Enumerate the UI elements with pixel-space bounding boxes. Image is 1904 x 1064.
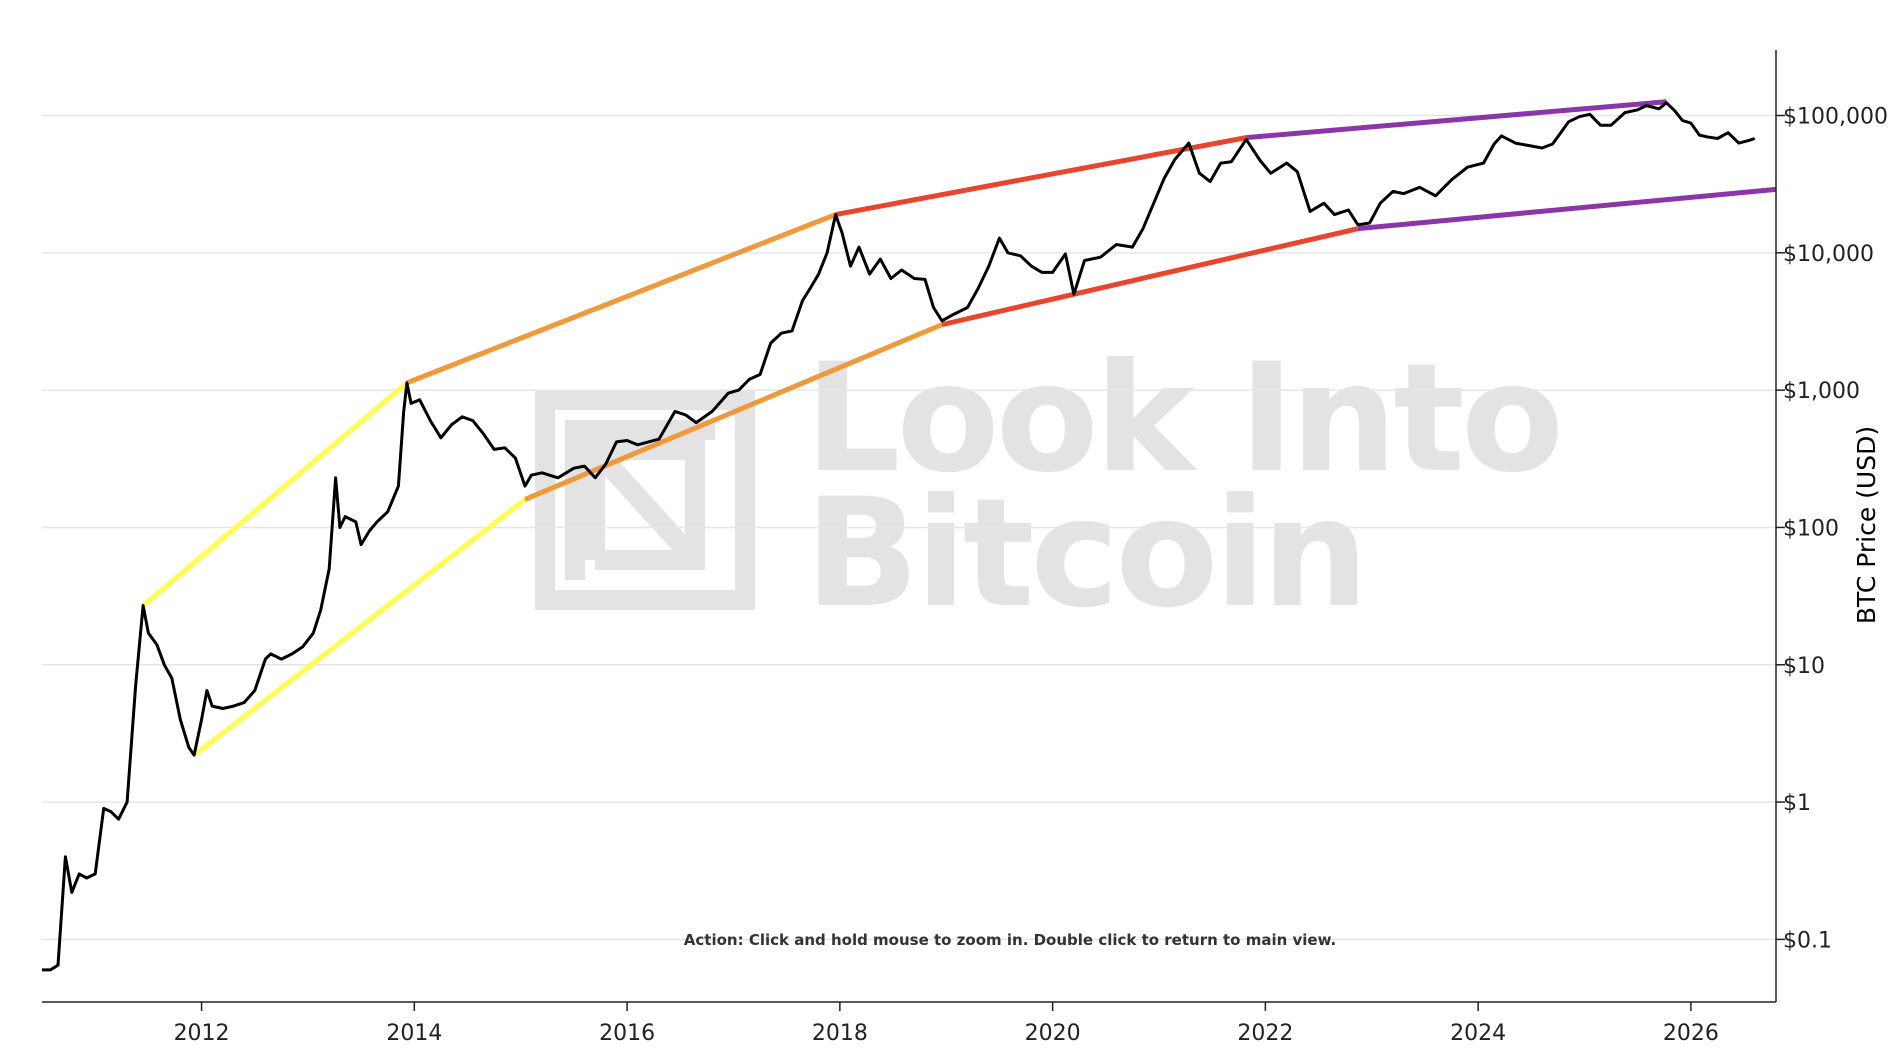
y-tick-label: $100 bbox=[1783, 516, 1839, 541]
y-tick-label: $100,000 bbox=[1783, 105, 1888, 130]
trend-line bbox=[941, 226, 1359, 328]
x-tick-label: 2020 bbox=[1025, 1021, 1081, 1046]
trend-lines bbox=[141, 99, 1777, 758]
x-tick-label: 2024 bbox=[1450, 1021, 1506, 1046]
watermark-line-2: Bitcoin bbox=[805, 467, 1365, 641]
y-tick-label: $10,000 bbox=[1783, 242, 1874, 267]
trend-line bbox=[524, 322, 943, 502]
btc-price-line bbox=[42, 101, 1756, 972]
action-note: Action: Click and hold mouse to zoom in.… bbox=[684, 931, 1336, 949]
y-tick-label: $1,000 bbox=[1783, 379, 1860, 404]
watermark-line-1: Look Into bbox=[805, 332, 1560, 506]
y-tick-label: $1 bbox=[1783, 791, 1811, 816]
grid-lines bbox=[42, 114, 1776, 941]
trend-line bbox=[192, 497, 527, 758]
trend-line bbox=[835, 135, 1247, 218]
axes bbox=[42, 50, 1777, 1003]
x-tick-label: 2018 bbox=[812, 1021, 868, 1046]
trend-line bbox=[1357, 186, 1777, 232]
x-tick-label: 2026 bbox=[1663, 1021, 1719, 1046]
x-tick-label: 2012 bbox=[174, 1021, 230, 1046]
watermark-logo-icon bbox=[535, 390, 755, 610]
y-tick-label: $10 bbox=[1783, 654, 1825, 679]
x-tick-label: 2022 bbox=[1237, 1021, 1293, 1046]
watermark: Look Into Bitcoin bbox=[535, 332, 1564, 641]
x-tick-label: 2016 bbox=[599, 1021, 655, 1046]
trend-line bbox=[141, 380, 409, 608]
x-tick-label: 2014 bbox=[386, 1021, 442, 1046]
y-axis-label: BTC Price (USD) bbox=[1852, 426, 1881, 624]
y-axis-ticks: $0.1 $1 $10 $100 $1,000 $10,000 $100,000 bbox=[1776, 105, 1888, 953]
y-tick-label: $0.1 bbox=[1783, 928, 1832, 953]
trend-line bbox=[1246, 99, 1667, 141]
trend-line bbox=[405, 212, 837, 386]
x-axis-ticks: 2012 2014 2016 2018 2020 2022 2024 2026 bbox=[174, 1002, 1719, 1046]
